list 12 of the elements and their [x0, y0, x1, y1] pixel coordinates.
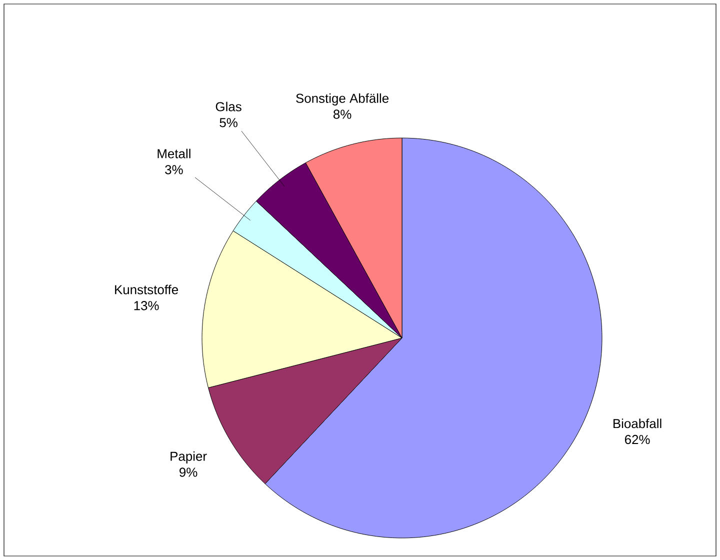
- slice-label: Kunststoffe: [115, 284, 178, 294]
- slice-label: Papier: [170, 451, 207, 464]
- slice-label: Bioabfall: [614, 418, 662, 428]
- data-label: 62%: [624, 434, 650, 444]
- slice-label: Sonstige Abfälle: [296, 93, 389, 106]
- slice-label: Glas: [216, 102, 242, 112]
- data-label: 3%: [165, 165, 183, 174]
- data-label: 13%: [134, 301, 159, 310]
- data-label: 9%: [180, 468, 198, 477]
- data-label: 5%: [220, 118, 238, 128]
- slice-label: Metall: [158, 148, 190, 158]
- data-label: 8%: [334, 110, 352, 119]
